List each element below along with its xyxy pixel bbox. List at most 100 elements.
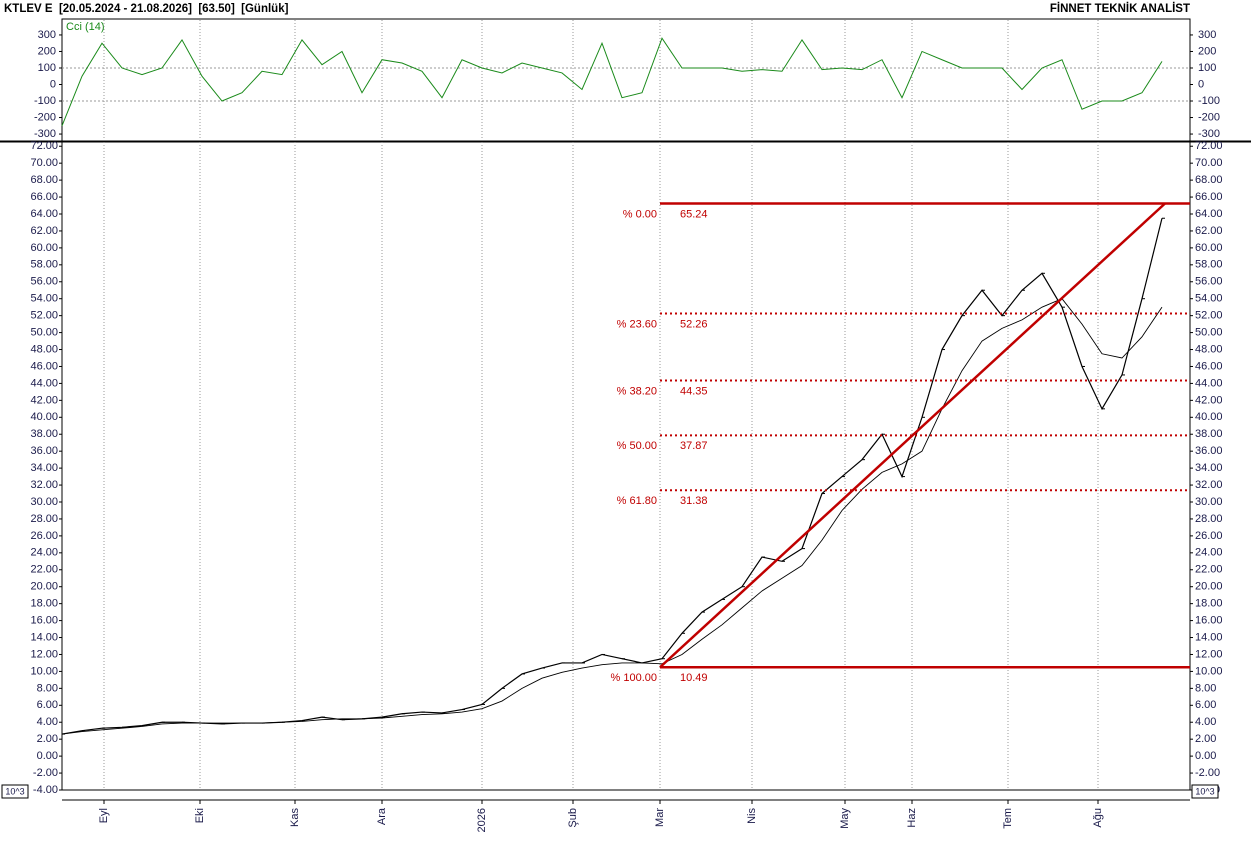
y-tick-label: 50.00 bbox=[1195, 326, 1223, 338]
y-tick-label: 30.00 bbox=[30, 496, 58, 508]
y-tick-label: 32.00 bbox=[1195, 479, 1223, 491]
y-tick-label: -200 bbox=[1198, 111, 1220, 123]
y-tick-label: -2.00 bbox=[33, 767, 58, 779]
y-tick-label: 58.00 bbox=[1195, 259, 1223, 271]
y-tick-label: 4.00 bbox=[1195, 716, 1216, 728]
y-tick-label: 54.00 bbox=[30, 293, 58, 305]
y-tick-label: 34.00 bbox=[30, 462, 58, 474]
y-tick-label: 52.00 bbox=[30, 310, 58, 322]
y-tick-label: 42.00 bbox=[30, 394, 58, 406]
ma-line bbox=[61, 298, 1163, 735]
y-tick-label: 56.00 bbox=[1195, 276, 1223, 288]
fib-percent: % 38.20 bbox=[617, 385, 657, 397]
y-tick-label: 16.00 bbox=[1195, 614, 1223, 626]
y-tick-label: 56.00 bbox=[30, 276, 58, 288]
fib-value: 37.87 bbox=[680, 440, 708, 452]
x-tick-label: Kas bbox=[289, 808, 301, 827]
fib-percent: % 23.60 bbox=[617, 318, 657, 330]
y-tick-label: 300 bbox=[1198, 29, 1216, 41]
cci-line bbox=[61, 37, 1163, 126]
y-tick-label: 32.00 bbox=[30, 479, 58, 491]
y-tick-label: 44.00 bbox=[30, 377, 58, 389]
y-tick-label: 2.00 bbox=[37, 733, 58, 745]
y-tick-label: 8.00 bbox=[1195, 682, 1216, 694]
y-tick-label: 10.00 bbox=[30, 665, 58, 677]
y-tick-label: 40.00 bbox=[1195, 411, 1223, 423]
fib-percent: % 100.00 bbox=[611, 672, 657, 684]
brand: FİNNET TEKNİK ANALİST bbox=[1050, 2, 1190, 15]
y-tick-label: 38.00 bbox=[30, 428, 58, 440]
scale-label: 10^3 bbox=[1195, 786, 1214, 796]
y-tick-label: 6.00 bbox=[1195, 699, 1216, 711]
y-tick-label: 66.00 bbox=[30, 191, 58, 203]
y-tick-label: 38.00 bbox=[1195, 428, 1223, 440]
y-tick-label: 70.00 bbox=[1195, 157, 1223, 169]
y-tick-label: 68.00 bbox=[30, 174, 58, 186]
x-tick-label: Eki bbox=[194, 808, 206, 823]
y-tick-label: 26.00 bbox=[1195, 530, 1223, 542]
scale-box bbox=[1, 784, 29, 799]
y-tick-label: 200 bbox=[1198, 45, 1216, 57]
y-tick-label: -300 bbox=[34, 128, 56, 140]
x-tick-label: 2026 bbox=[476, 808, 488, 832]
y-tick-label: -2.00 bbox=[1195, 767, 1220, 779]
y-tick-label: 4.00 bbox=[37, 716, 58, 728]
y-tick-label: -200 bbox=[34, 111, 56, 123]
y-tick-label: 60.00 bbox=[30, 242, 58, 254]
y-tick-label: 30.00 bbox=[1195, 496, 1223, 508]
y-tick-label: 48.00 bbox=[1195, 343, 1223, 355]
y-tick-label: 12.00 bbox=[30, 648, 58, 660]
x-tick-label: Ağu bbox=[1092, 808, 1104, 828]
y-tick-label: 66.00 bbox=[1195, 191, 1223, 203]
y-tick-label: 0 bbox=[50, 78, 56, 90]
y-tick-label: 2.00 bbox=[1195, 733, 1216, 745]
x-tick-label: Şub bbox=[567, 808, 579, 828]
y-tick-label: 22.00 bbox=[30, 564, 58, 576]
y-tick-label: 300 bbox=[38, 29, 56, 41]
x-tick-label: Eyl bbox=[98, 808, 110, 823]
y-tick-label: 40.00 bbox=[30, 411, 58, 423]
y-tick-label: 36.00 bbox=[1195, 445, 1223, 457]
fib-value: 44.35 bbox=[680, 385, 708, 397]
y-tick-label: -100 bbox=[34, 95, 56, 107]
y-tick-label: -100 bbox=[1198, 95, 1220, 107]
fib-value: 52.26 bbox=[680, 318, 708, 330]
y-tick-label: 16.00 bbox=[30, 614, 58, 626]
y-tick-label: 70.00 bbox=[30, 157, 58, 169]
y-tick-label: 20.00 bbox=[1195, 581, 1223, 593]
y-tick-label: 100 bbox=[38, 62, 56, 74]
fib-value: 31.38 bbox=[680, 495, 708, 507]
y-tick-label: 46.00 bbox=[1195, 360, 1223, 372]
fib-percent: % 0.00 bbox=[623, 208, 657, 220]
y-tick-label: 68.00 bbox=[1195, 174, 1223, 186]
chart-title: KTLEV E [20.05.2024 - 21.08.2026] [63.50… bbox=[4, 3, 289, 15]
y-tick-label: 12.00 bbox=[1195, 648, 1223, 660]
y-tick-label: 18.00 bbox=[30, 598, 58, 610]
y-tick-label: 28.00 bbox=[30, 513, 58, 525]
scale-label: 10^3 bbox=[5, 786, 24, 796]
y-tick-label: 60.00 bbox=[1195, 242, 1223, 254]
y-tick-label: 200 bbox=[38, 45, 56, 57]
y-tick-label: 26.00 bbox=[30, 530, 58, 542]
fib-percent: % 61.80 bbox=[617, 495, 657, 507]
fib-value: 65.24 bbox=[680, 208, 708, 220]
y-tick-label: 50.00 bbox=[30, 326, 58, 338]
y-tick-label: 42.00 bbox=[1195, 394, 1223, 406]
fib-value: 10.49 bbox=[680, 672, 708, 684]
y-tick-label: 20.00 bbox=[30, 581, 58, 593]
y-tick-label: 46.00 bbox=[30, 360, 58, 372]
y-tick-label: 54.00 bbox=[1195, 293, 1223, 305]
y-tick-label: 58.00 bbox=[30, 259, 58, 271]
y-tick-label: 0 bbox=[1198, 78, 1204, 90]
x-tick-label: May bbox=[839, 808, 851, 829]
y-tick-label: 0.00 bbox=[37, 750, 58, 762]
y-tick-label: 10.00 bbox=[1195, 665, 1223, 677]
y-tick-label: 6.00 bbox=[37, 699, 58, 711]
indicator-label: Cci (14) bbox=[66, 21, 105, 33]
x-tick-label: Ara bbox=[376, 807, 388, 825]
x-tick-label: Haz bbox=[906, 808, 918, 828]
y-tick-label: 62.00 bbox=[1195, 225, 1223, 237]
y-tick-label: 36.00 bbox=[30, 445, 58, 457]
